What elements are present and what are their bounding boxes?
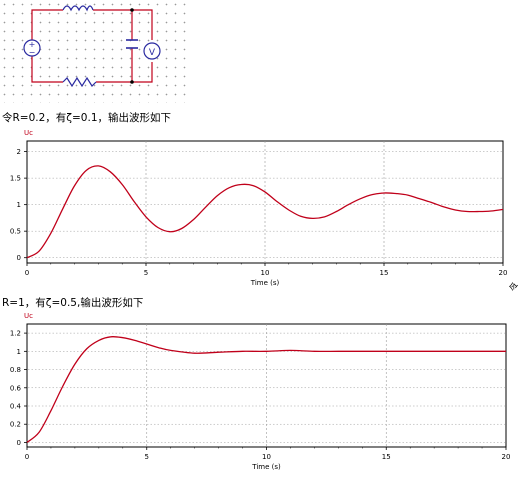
circuit-schematic: + − V bbox=[0, 0, 188, 103]
x-tick-label: 0 bbox=[25, 453, 29, 461]
y-tick-label: 0.2 bbox=[10, 421, 21, 429]
chart-uc-zeta-0-5: Uc 0 5 10 15 20 0 0.2 0.4 0.6 0.8 1 1.2 Time (s) bbox=[10, 312, 511, 471]
voltage-source: + − bbox=[23, 39, 41, 57]
chart-title: Uc bbox=[24, 129, 33, 137]
y-tick-label: 0.5 bbox=[10, 228, 21, 236]
source-minus-sign: − bbox=[29, 48, 36, 57]
y-tick-label: 0.4 bbox=[10, 403, 22, 411]
caption-first: 令R=0.2，有ζ=0.1，输出波形如下 bbox=[2, 112, 171, 124]
y-tick-label: 1.5 bbox=[10, 175, 21, 183]
junction-dot bbox=[130, 8, 134, 12]
x-axis-label: Time (s) bbox=[250, 279, 280, 287]
y-tick-label: 0 bbox=[17, 439, 21, 447]
caption-second: R=1，有ζ=0.5,输出波形如下 bbox=[2, 297, 144, 309]
y-tick-label: 0 bbox=[17, 254, 21, 262]
chart-title: Uc bbox=[24, 312, 33, 320]
capacitor bbox=[126, 39, 138, 49]
x-tick-label: 5 bbox=[145, 453, 149, 461]
source-plus-sign: + bbox=[29, 40, 36, 49]
y-tick-label: 1 bbox=[17, 348, 21, 356]
x-axis-label: Time (s) bbox=[251, 463, 281, 471]
x-tick-label: 5 bbox=[144, 269, 148, 277]
series-line bbox=[26, 335, 506, 443]
voltmeter: V bbox=[143, 42, 161, 60]
x-tick-label: 15 bbox=[380, 269, 389, 277]
circuit-wires bbox=[31, 9, 153, 83]
y-tick-label: 1.2 bbox=[10, 330, 21, 338]
series-line bbox=[26, 165, 504, 259]
circuit-diagram: + − V bbox=[23, 5, 161, 88]
y-tick-label: 0.8 bbox=[10, 366, 21, 374]
junction-dot bbox=[130, 80, 134, 84]
y-tick-label: 2 bbox=[17, 148, 21, 156]
x-tick-label: 20 bbox=[502, 453, 511, 461]
chart-uc-zeta-0-1: Uc 0 5 10 15 20 0 0.5 1 1.5 2 Time (s) bbox=[10, 129, 508, 287]
x-tick-label: 15 bbox=[382, 453, 391, 461]
inductor-coil bbox=[62, 5, 94, 12]
y-tick-label: 0.6 bbox=[10, 384, 22, 392]
y-tick-label: 1 bbox=[17, 201, 21, 209]
side-mark: 令 bbox=[510, 281, 521, 292]
x-tick-label: 20 bbox=[499, 269, 508, 277]
x-tick-label: 10 bbox=[261, 269, 270, 277]
x-tick-label: 10 bbox=[262, 453, 271, 461]
voltmeter-symbol: V bbox=[149, 48, 156, 58]
resistor-zigzag bbox=[62, 76, 97, 88]
x-tick-label: 0 bbox=[25, 269, 29, 277]
